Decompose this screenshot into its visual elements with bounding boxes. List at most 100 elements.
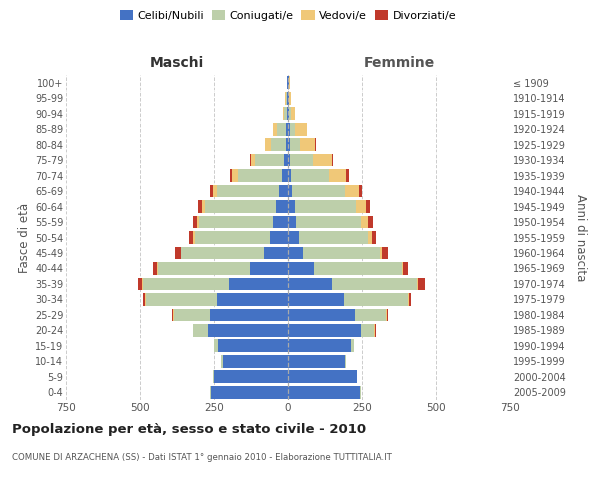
- Bar: [238, 169, 282, 182]
- Text: Popolazione per età, sesso e stato civile - 2010: Popolazione per età, sesso e stato civil…: [12, 422, 366, 436]
- Bar: [172, 308, 173, 321]
- Bar: [283, 108, 284, 120]
- Text: COMUNE DI ARZACHENA (SS) - Dati ISTAT 1° gennaio 2010 - Elaborazione TUTTITALIA.: COMUNE DI ARZACHENA (SS) - Dati ISTAT 1°…: [12, 452, 392, 462]
- Y-axis label: Fasce di età: Fasce di età: [17, 202, 31, 272]
- Bar: [288, 355, 345, 368]
- Bar: [265, 138, 271, 151]
- Bar: [295, 200, 356, 213]
- Bar: [288, 108, 289, 120]
- Bar: [205, 200, 276, 213]
- Bar: [314, 262, 402, 275]
- Bar: [209, 308, 288, 321]
- Bar: [288, 308, 355, 321]
- Bar: [291, 169, 329, 182]
- Bar: [288, 246, 304, 260]
- Bar: [296, 216, 361, 228]
- Bar: [212, 184, 217, 198]
- Bar: [284, 154, 288, 166]
- Bar: [271, 138, 286, 151]
- Bar: [158, 262, 250, 275]
- Bar: [209, 184, 212, 198]
- Bar: [153, 262, 157, 275]
- Bar: [380, 246, 382, 260]
- Bar: [174, 308, 209, 321]
- Bar: [288, 370, 356, 383]
- Bar: [251, 154, 256, 166]
- Bar: [351, 340, 354, 352]
- Bar: [265, 246, 288, 260]
- Bar: [288, 340, 351, 352]
- Bar: [356, 200, 366, 213]
- Bar: [304, 246, 380, 260]
- Bar: [291, 108, 295, 120]
- Bar: [143, 293, 145, 306]
- Bar: [270, 231, 288, 244]
- Bar: [217, 184, 279, 198]
- Bar: [189, 231, 193, 244]
- Bar: [288, 138, 290, 151]
- Bar: [181, 246, 265, 260]
- Bar: [345, 184, 359, 198]
- Bar: [193, 231, 195, 244]
- Bar: [199, 216, 273, 228]
- Bar: [223, 355, 288, 368]
- Bar: [218, 340, 288, 352]
- Bar: [346, 169, 349, 182]
- Bar: [290, 154, 313, 166]
- Bar: [361, 324, 374, 336]
- Bar: [146, 293, 217, 306]
- Bar: [288, 386, 360, 398]
- Bar: [273, 123, 277, 136]
- Bar: [276, 200, 288, 213]
- Bar: [250, 262, 288, 275]
- Bar: [273, 216, 288, 228]
- Bar: [417, 278, 418, 290]
- Bar: [345, 355, 346, 368]
- Bar: [287, 92, 288, 104]
- Bar: [368, 216, 373, 228]
- Bar: [288, 200, 295, 213]
- Bar: [344, 293, 408, 306]
- Bar: [418, 278, 425, 290]
- Bar: [286, 92, 287, 104]
- Bar: [279, 184, 288, 198]
- Bar: [292, 184, 345, 198]
- Bar: [138, 278, 142, 290]
- Bar: [409, 293, 412, 306]
- Bar: [288, 278, 332, 290]
- Bar: [288, 216, 296, 228]
- Bar: [288, 184, 292, 198]
- Bar: [288, 154, 290, 166]
- Bar: [230, 169, 232, 182]
- Bar: [382, 246, 388, 260]
- Bar: [300, 138, 315, 151]
- Bar: [286, 123, 288, 136]
- Bar: [282, 169, 288, 182]
- Bar: [214, 340, 218, 352]
- Bar: [355, 308, 386, 321]
- Bar: [211, 386, 288, 398]
- Y-axis label: Anni di nascita: Anni di nascita: [574, 194, 587, 281]
- Bar: [286, 138, 288, 151]
- Bar: [232, 169, 238, 182]
- Bar: [290, 138, 300, 151]
- Bar: [289, 92, 290, 104]
- Bar: [256, 154, 284, 166]
- Bar: [214, 370, 288, 383]
- Bar: [217, 293, 288, 306]
- Bar: [193, 216, 197, 228]
- Bar: [361, 216, 368, 228]
- Bar: [229, 278, 288, 290]
- Bar: [143, 278, 229, 290]
- Bar: [202, 200, 205, 213]
- Bar: [288, 169, 291, 182]
- Bar: [402, 262, 403, 275]
- Bar: [289, 108, 291, 120]
- Bar: [329, 169, 346, 182]
- Bar: [366, 200, 370, 213]
- Bar: [332, 278, 417, 290]
- Bar: [288, 123, 290, 136]
- Bar: [313, 154, 332, 166]
- Bar: [372, 231, 376, 244]
- Bar: [221, 355, 223, 368]
